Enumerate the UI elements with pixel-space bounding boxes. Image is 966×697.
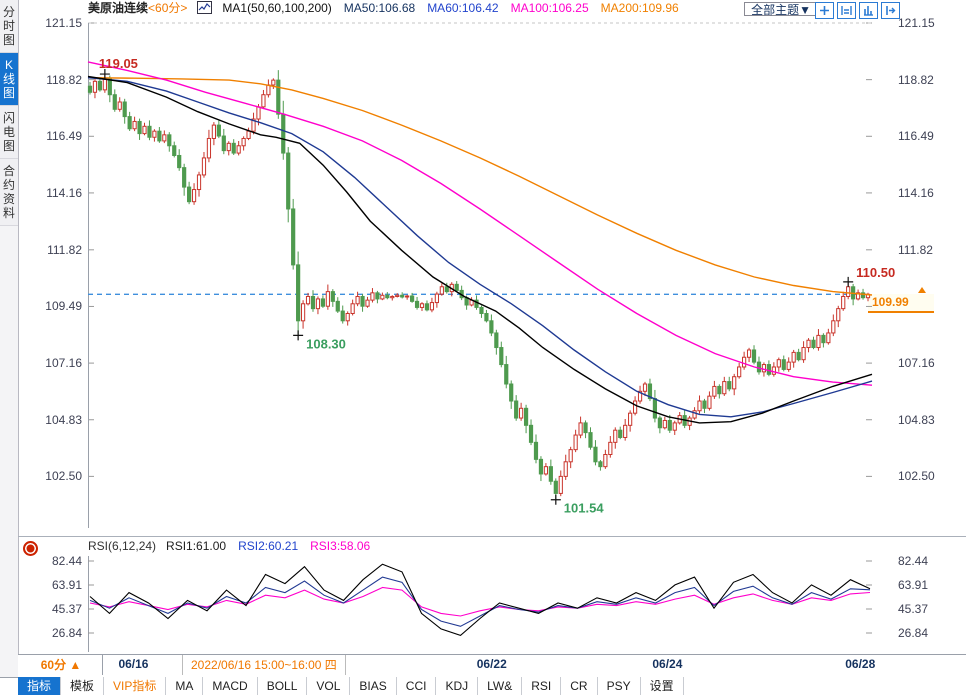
tab-指标[interactable]: 指标 <box>18 677 62 695</box>
ma-value-label: MA50:106.68 <box>343 0 416 15</box>
ma-value-label: MA1(50,60,100,200) <box>222 0 332 15</box>
axis-tick-label: 121.15 <box>45 16 82 30</box>
period-label: <60分> <box>148 1 188 15</box>
axis-tick-label: 107.16 <box>45 356 82 371</box>
tab-LW&[interactable]: LW& <box>478 677 523 695</box>
chart-toolbar <box>815 2 900 19</box>
tab-PSY[interactable]: PSY <box>598 677 641 695</box>
axis-tick-label: 109.49 <box>45 299 82 314</box>
ma-value-label: MA60:106.42 <box>427 0 499 15</box>
svg-text:119.05: 119.05 <box>99 56 138 71</box>
date-tick-label: 06/28 <box>845 657 876 671</box>
sidebar-item-active[interactable]: K线图 <box>0 53 18 106</box>
corner-cell <box>0 677 18 697</box>
panel-separator <box>18 536 966 537</box>
axis-tick-label: 116.49 <box>898 129 934 144</box>
sidebar-item-tab[interactable]: 闪电图 <box>0 106 18 159</box>
period-selector[interactable]: 60分 ▲ <box>20 655 103 675</box>
axis-tick-label: 45.37 <box>898 601 929 616</box>
chart-header: 美原油连续<60分> MA1(50,60,100,200) MA50:106.68… <box>88 0 679 16</box>
axis-tick-label: 26.84 <box>898 625 929 640</box>
indicator-tab-bar: 指标 模板 VIP指标 MA MACD BOLL VOL BIAS CCI KDJ LW& RSI CR… <box>18 677 966 696</box>
axis-tick-label: 45.37 <box>51 601 82 616</box>
axis-tick-label: 63.91 <box>898 577 929 592</box>
rsi-values: RSI1:61.00 RSI2:60.21 RSI3:58.06 <box>166 539 370 553</box>
ma-values: MA1(50,60,100,200) MA50:106.68 MA60:106.42… <box>222 1 678 15</box>
tab-VIP指标[interactable]: VIP指标 <box>104 677 167 695</box>
theme-dropdown[interactable]: 全部主题▼ <box>744 2 818 17</box>
ma-value-label: MA100:106.25 <box>510 0 589 15</box>
sidebar-item-tab[interactable]: 合约资料 <box>0 159 18 226</box>
axis-tick-label: 102.50 <box>45 469 82 484</box>
axis-tick-label: 102.50 <box>898 469 935 484</box>
rsi-header: RSI(6,12,24) RSI1:61.00 RSI2:60.21 RSI3:58… <box>88 539 370 553</box>
zoom-in-icon[interactable] <box>859 2 878 19</box>
rsi-params-label: RSI(6,12,24) <box>88 539 157 553</box>
left-sidebar: 分时图 K线图 闪电图 合约资料 <box>0 0 19 696</box>
tab-VOL[interactable]: VOL <box>307 677 351 695</box>
rsi-value-label: RSI1:61.00 <box>166 539 227 553</box>
axis-tick-label: 114.16 <box>898 185 934 200</box>
axis-tick-label: 104.83 <box>45 412 82 427</box>
axis-tick-label: 121.15 <box>898 16 935 30</box>
svg-text:108.30: 108.30 <box>306 336 346 351</box>
rsi-settings-icon[interactable] <box>23 541 38 556</box>
axis-tick-label: 116.49 <box>46 129 82 144</box>
kline-icon <box>197 1 213 14</box>
date-tick-label: 06/22 <box>476 657 507 671</box>
rsi-value-label: RSI3:58.06 <box>310 539 371 553</box>
rsi-value-label: RSI2:60.21 <box>238 539 299 553</box>
tab-MACD[interactable]: MACD <box>203 677 258 695</box>
tab-RSI[interactable]: RSI <box>522 677 562 695</box>
tab-CR[interactable]: CR <box>561 677 598 695</box>
zoom-out-icon[interactable] <box>837 2 856 19</box>
instrument-title: 美原油连续 <box>88 1 149 15</box>
axis-tick-label: 104.83 <box>898 412 935 427</box>
svg-text:110.50: 110.50 <box>856 265 895 280</box>
sidebar-item-tab[interactable]: 分时图 <box>0 0 18 53</box>
axis-tick-label: 82.44 <box>898 554 929 568</box>
axis-tick-label: 63.91 <box>51 577 82 592</box>
tab-KDJ[interactable]: KDJ <box>436 677 479 695</box>
axis-tick-label: 111.82 <box>47 242 82 257</box>
current-price-tag: 109.99 <box>868 294 934 314</box>
axis-tick-label: 107.16 <box>898 356 935 371</box>
crosshair-icon[interactable] <box>815 2 834 19</box>
ma-value-label: MA200:109.96 <box>600 0 679 15</box>
svg-text:101.54: 101.54 <box>564 501 605 516</box>
date-tick-label: 06/24 <box>652 657 683 671</box>
axis-tick-label: 114.16 <box>46 185 82 200</box>
pan-right-icon[interactable] <box>881 2 900 19</box>
tab-设置[interactable]: 设置 <box>641 677 684 695</box>
tab-BIAS[interactable]: BIAS <box>350 677 397 695</box>
tab-MA[interactable]: MA <box>166 677 204 695</box>
axis-tick-label: 118.82 <box>898 72 934 87</box>
tab-BOLL[interactable]: BOLL <box>258 677 308 695</box>
tab-模板[interactable]: 模板 <box>61 677 105 695</box>
axis-tick-label: 111.82 <box>898 242 933 257</box>
axis-tick-label: 26.84 <box>51 625 82 640</box>
date-tick-label: 06/16 <box>118 657 149 671</box>
hovered-candle-time: 2022/06/16 15:00~16:00 四 <box>182 655 346 675</box>
axis-tick-label: 118.82 <box>46 72 82 87</box>
tab-CCI[interactable]: CCI <box>397 677 437 695</box>
current-price-arrow-icon <box>918 287 926 294</box>
axis-tick-label: 82.44 <box>51 554 82 568</box>
